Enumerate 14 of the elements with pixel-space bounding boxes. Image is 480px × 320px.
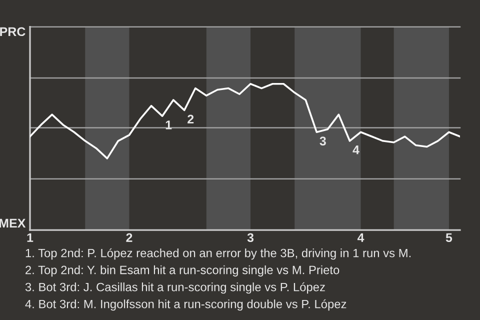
text: 4. Bot 3rd: M. Ingolfsson hit a run-scoring double vs P. López: [25, 299, 346, 311]
annotation: 4: [352, 146, 360, 154]
x-tick-label: 1: [27, 233, 34, 242]
annotation: 2: [188, 114, 194, 124]
annotation: 3: [320, 136, 326, 146]
text: PRC: [0, 27, 26, 36]
annotation: 1: [166, 120, 172, 130]
x-tick-label: 5: [446, 233, 452, 242]
text: 2. Top 2nd: Y. bin Esam hit a run-scoring single vs M. Prieto: [26, 265, 340, 277]
x-tick-label: 3: [247, 233, 254, 242]
x-tick-label: 4: [357, 233, 364, 242]
text: 1. Top 2nd: P. López reached on an error by the 3B, driving in 1 run vs M.: [26, 248, 411, 260]
text: 3. Bot 3rd: J. Casillas hit a run-scoring single vs P. López: [25, 282, 325, 294]
x-tick-label: 2: [126, 233, 132, 242]
